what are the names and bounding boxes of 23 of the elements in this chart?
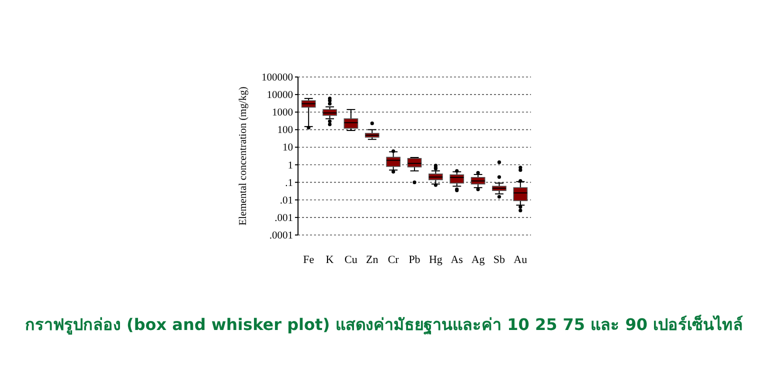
ylabel: Elemental concentration (mg/kg) (238, 86, 249, 226)
xtick-label: Zn (366, 254, 378, 266)
xtick-label: Pb (408, 254, 420, 266)
xtick-label: Fe (303, 254, 314, 266)
xtick-label: Ag (471, 254, 485, 266)
title: กราฟรูปกล่อง (box and whisker plot) แสดงค่ามัธยฐานและค่า 10 25 75 และ 90 เปอร์เซ็นไทล์ (24, 315, 744, 334)
xtick-label: K (326, 254, 334, 266)
ytick-label: 1000 (272, 108, 293, 119)
xtick-label: Hg (428, 254, 442, 266)
xtick-label: Cu (344, 254, 358, 266)
xtick-label: As (450, 254, 463, 266)
ytick-label: 100000 (262, 72, 293, 84)
ytick-label: .1 (285, 178, 293, 189)
ytick-label: .001 (274, 212, 293, 224)
ytick-label: 10 (282, 142, 293, 154)
ytick-label: 10000 (266, 90, 293, 102)
ytick-label: 1 (288, 160, 293, 172)
ytick-label: 100 (277, 125, 293, 136)
xtick-label: Au (514, 254, 528, 266)
xtick-label: Cr (388, 254, 399, 266)
ytick-label: .01 (280, 195, 293, 206)
ytick-label: .0001 (269, 230, 293, 242)
xtick-label: Sb (493, 254, 506, 266)
